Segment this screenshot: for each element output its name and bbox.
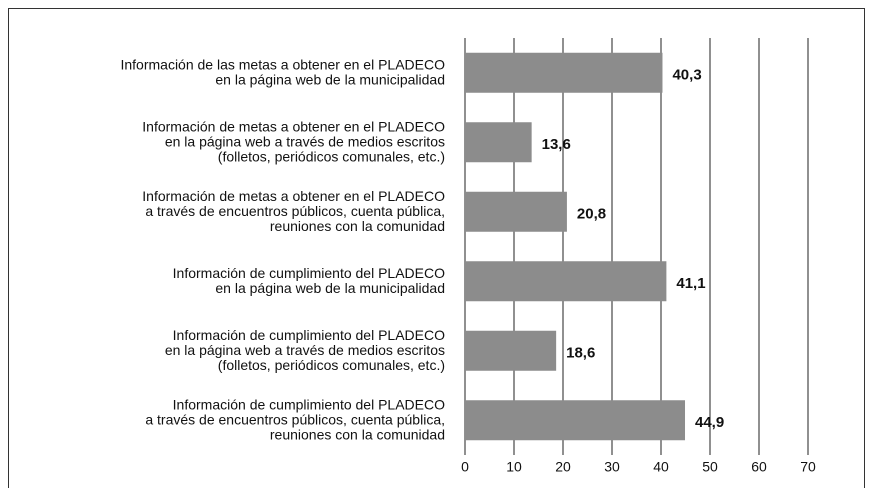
value-label: 41,1	[676, 275, 705, 292]
y-tick-label-line: Información de cumplimiento del PLADECO	[173, 326, 445, 342]
y-tick-label: Información de cumplimiento del PLADECO e…	[173, 264, 445, 295]
x-tick-label: 0	[461, 459, 469, 475]
y-tick-label-line: Información de cumplimiento del PLADECO	[173, 264, 445, 280]
bar	[465, 330, 557, 371]
x-tick-label: 60	[751, 459, 767, 475]
y-tick-label-line: reuniones con la comunidad	[270, 426, 445, 442]
value-label: 20,8	[577, 206, 606, 223]
y-tick-label-line: en la página web de la municipalidad	[215, 71, 445, 87]
y-tick-label-line: Información de metas a obtener en el PLA…	[142, 118, 445, 134]
y-tick-label-line: en la página web a través de medios escr…	[165, 133, 445, 149]
y-tick-label-line: (folletos, periódicos comunales, etc.)	[218, 148, 445, 164]
value-label: 18,6	[566, 345, 595, 362]
x-tick-label: 10	[506, 459, 522, 475]
bar	[465, 52, 663, 93]
x-tick-label: 70	[800, 459, 816, 475]
x-tick-label: 30	[604, 459, 620, 475]
x-tick-label: 40	[653, 459, 669, 475]
bar	[465, 261, 667, 302]
value-label: 40,3	[672, 67, 701, 84]
y-tick-label: Información de metas a obtener en el PLA…	[142, 187, 445, 233]
y-tick-label-line: en la página web de la municipalidad	[215, 279, 445, 295]
bar	[465, 400, 686, 441]
y-tick-label-line: (folletos, periódicos comunales, etc.)	[218, 356, 445, 372]
y-tick-label: Información de cumplimiento del PLADECO a…	[145, 396, 445, 442]
y-tick-label-line: a través de encuentros públicos, cuenta …	[145, 202, 445, 218]
x-tick-label: 20	[555, 459, 571, 475]
value-label: 44,9	[695, 414, 724, 431]
y-tick-label: Información de metas a obtener en el PLA…	[142, 118, 445, 164]
y-tick-label-line: Información de metas a obtener en el PLA…	[142, 187, 445, 203]
y-tick-label-line: a través de encuentros públicos, cuenta …	[145, 411, 445, 427]
x-tick-label: 50	[702, 459, 718, 475]
y-tick-label: Información de las metas a obtener en el…	[120, 56, 445, 87]
y-tick-label-line: Información de cumplimiento del PLADECO	[173, 396, 445, 412]
y-tick-label-line: en la página web a través de medios escr…	[165, 341, 445, 357]
y-tick-label-line: Información de las metas a obtener en el…	[120, 56, 445, 72]
value-label: 13,6	[542, 136, 571, 153]
y-tick-label: Información de cumplimiento del PLADECO e…	[165, 326, 445, 372]
frame	[8, 8, 865, 488]
y-tick-label-line: reuniones con la comunidad	[270, 217, 445, 233]
bar	[465, 191, 567, 232]
bar	[465, 122, 532, 163]
